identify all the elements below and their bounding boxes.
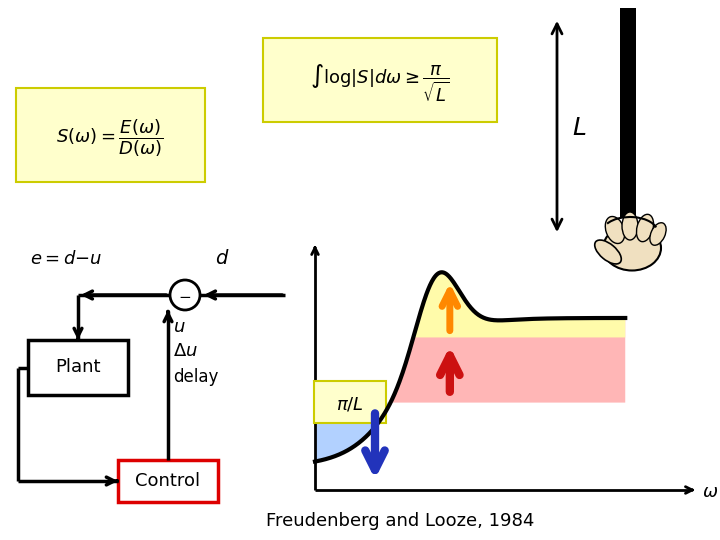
Text: $L$: $L$ xyxy=(572,116,586,140)
Text: delay: delay xyxy=(173,368,218,386)
FancyBboxPatch shape xyxy=(314,381,386,423)
FancyBboxPatch shape xyxy=(263,38,497,122)
Text: $\int \log|S|d\omega \geq \dfrac{\pi}{\sqrt{L}}$: $\int \log|S|d\omega \geq \dfrac{\pi}{\s… xyxy=(310,63,450,104)
Text: $\pi/L$: $\pi/L$ xyxy=(336,396,364,414)
Text: $\omega$: $\omega$ xyxy=(702,483,719,501)
Ellipse shape xyxy=(650,222,666,245)
Ellipse shape xyxy=(595,240,621,264)
Ellipse shape xyxy=(606,217,625,244)
Text: Freudenberg and Looze, 1984: Freudenberg and Looze, 1984 xyxy=(266,512,534,530)
Text: $d$: $d$ xyxy=(215,249,230,268)
Ellipse shape xyxy=(622,212,638,240)
Text: $u$: $u$ xyxy=(173,318,186,336)
Polygon shape xyxy=(391,272,625,403)
Polygon shape xyxy=(414,272,625,338)
Text: $-$: $-$ xyxy=(179,288,192,303)
Text: $e=d{-}u$: $e=d{-}u$ xyxy=(30,250,102,268)
Bar xyxy=(620,8,636,218)
Text: Plant: Plant xyxy=(55,359,101,376)
FancyBboxPatch shape xyxy=(16,88,205,182)
Polygon shape xyxy=(315,403,391,490)
Bar xyxy=(118,460,218,502)
Text: $S(\omega)=\dfrac{E(\omega)}{D(\omega)}$: $S(\omega)=\dfrac{E(\omega)}{D(\omega)}$ xyxy=(56,117,164,159)
Ellipse shape xyxy=(603,226,661,271)
Circle shape xyxy=(170,280,200,310)
Ellipse shape xyxy=(636,214,654,242)
Text: Control: Control xyxy=(135,472,201,490)
Text: $\Delta u$: $\Delta u$ xyxy=(173,342,198,360)
Bar xyxy=(28,340,128,395)
